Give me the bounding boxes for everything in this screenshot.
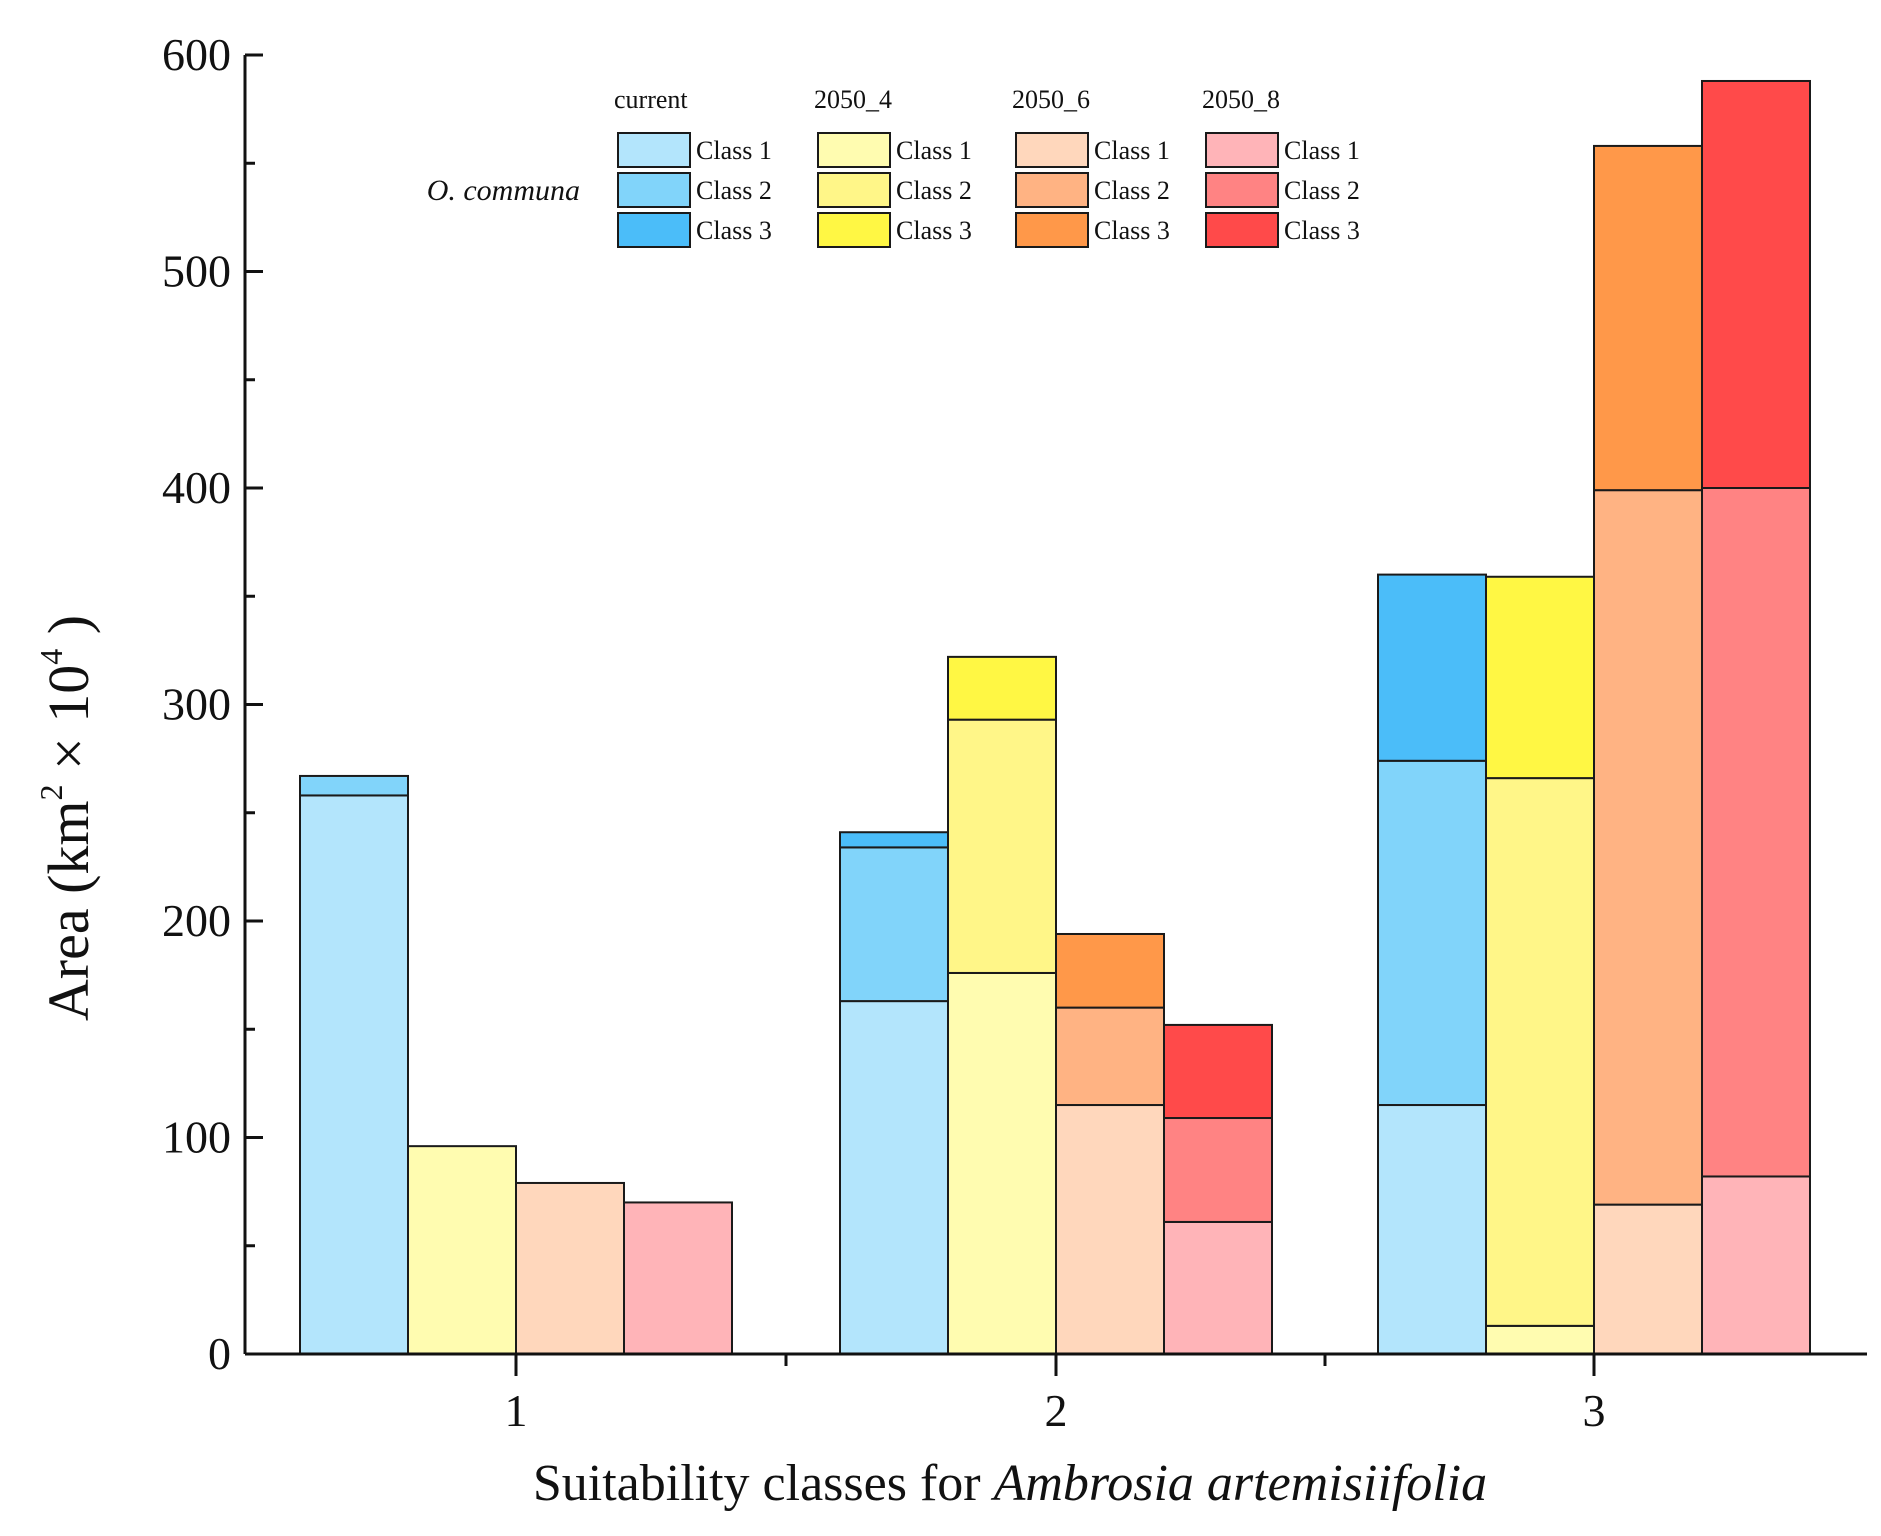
bar-segment-2050_6-cat1-class1 [515, 1181, 625, 1355]
bar-segment-current-cat1-class2 [299, 774, 409, 797]
bar-segment-2050_8-cat2-class1 [1163, 1220, 1273, 1356]
legend-swatch-2050_8-class2 [1205, 172, 1279, 208]
bar-segment-current-cat2-class2 [839, 846, 949, 1003]
x-axis-title-species: Ambrosia artemisiifolia [991, 1455, 1488, 1512]
legend-species-label: O. communa [427, 174, 580, 207]
legend-label-2050_6-class3: Class 3 [1094, 216, 1170, 245]
bar-segment-2050_6-cat3-class3 [1593, 144, 1703, 492]
bar-segment-2050_4-cat3-class1 [1485, 1324, 1595, 1355]
bar-segment-current-cat2-class1 [839, 1000, 949, 1355]
legend-label-current-class1: Class 1 [696, 136, 772, 165]
y-axis-title-sup-2: 4 [33, 649, 69, 665]
y-axis-title: Area (km2 × 104 ) [33, 615, 101, 1021]
legend-label-2050_4-class2: Class 2 [896, 176, 972, 205]
y-tick-label: 600 [162, 29, 231, 80]
y-tick-label: 300 [162, 679, 231, 730]
bar-segment-2050_4-cat2-class1 [947, 971, 1057, 1356]
legend-header-current: current [614, 85, 688, 114]
bar-segment-2050_6-cat2-class3 [1055, 932, 1165, 1009]
legend-header-2050_4: 2050_4 [814, 85, 892, 114]
bar-segment-current-cat1-class1 [299, 794, 409, 1355]
y-axis-title-sup-1: 2 [33, 784, 69, 800]
y-tick-label: 400 [162, 462, 231, 513]
bar-segment-2050_4-cat2-class3 [947, 655, 1057, 721]
bar-segment-2050_8-cat3-class2 [1701, 487, 1811, 1178]
legend-label-2050_8-class1: Class 1 [1284, 136, 1360, 165]
y-axis-title-mid: × 10 [36, 665, 101, 785]
y-tick-label: 500 [162, 246, 231, 297]
bar-segment-2050_6-cat2-class2 [1055, 1006, 1165, 1107]
legend-label-2050_4-class1: Class 1 [896, 136, 972, 165]
y-tick-label: 0 [208, 1328, 231, 1379]
x-tick-label: 3 [1583, 1385, 1606, 1436]
legend-header-2050_8: 2050_8 [1202, 85, 1280, 114]
axes-layer: 0 100 200 300 400 500 600 1 2 3 [162, 29, 1867, 1436]
legend-swatch-current-class2 [617, 172, 691, 208]
x-tick-label: 2 [1045, 1385, 1068, 1436]
legend-swatch-2050_6-class3 [1015, 212, 1089, 248]
y-axis-title-end: ) [36, 615, 101, 649]
legend-header-2050_6: 2050_6 [1012, 85, 1090, 114]
bar-segment-2050_6-cat3-class2 [1593, 489, 1703, 1206]
legend-swatch-2050_4-class2 [817, 172, 891, 208]
legend-swatch-2050_4-class1 [817, 132, 891, 168]
y-tick-label: 100 [162, 1112, 231, 1163]
legend-swatch-current-class1 [617, 132, 691, 168]
legend-label-2050_8-class2: Class 2 [1284, 176, 1360, 205]
y-tick-label: 200 [162, 895, 231, 946]
legend-label-current-class3: Class 3 [696, 216, 772, 245]
legend-label-current-class2: Class 2 [696, 176, 772, 205]
legend-label-2050_6-class1: Class 1 [1094, 136, 1170, 165]
legend-label-2050_4-class3: Class 3 [896, 216, 972, 245]
bar-segment-2050_8-cat2-class2 [1163, 1117, 1273, 1223]
bar-segment-2050_8-cat3-class1 [1701, 1175, 1811, 1355]
x-axis-title: Suitability classes for Ambrosia artemis… [533, 1455, 1487, 1512]
legend-swatch-2050_8-class3 [1205, 212, 1279, 248]
bars-layer [299, 79, 1811, 1356]
bar-segment-2050_4-cat3-class3 [1485, 575, 1595, 780]
bar-segment-current-cat3-class2 [1377, 759, 1487, 1107]
legend-label-2050_6-class2: Class 2 [1094, 176, 1170, 205]
legend-swatch-current-class3 [617, 212, 691, 248]
bar-segment-current-cat3-class3 [1377, 573, 1487, 762]
legend-swatch-2050_6-class1 [1015, 132, 1089, 168]
legend-swatch-2050_8-class1 [1205, 132, 1279, 168]
bar-segment-2050_4-cat1-class1 [407, 1145, 517, 1356]
bar-segment-2050_8-cat3-class3 [1701, 79, 1811, 489]
bar-segment-2050_4-cat3-class2 [1485, 777, 1595, 1327]
bar-segment-current-cat2-class3 [839, 831, 949, 849]
x-tick-label: 1 [505, 1385, 528, 1436]
bar-segment-2050_6-cat2-class1 [1055, 1104, 1165, 1356]
bar-segment-2050_4-cat2-class2 [947, 718, 1057, 974]
legend: O. communa current Class 1 Class 2 Class 3 20… [427, 85, 1360, 248]
y-axis-title-main: Area (km [36, 800, 101, 1021]
bar-segment-current-cat3-class1 [1377, 1104, 1487, 1356]
legend-swatch-2050_6-class2 [1015, 172, 1089, 208]
legend-swatch-2050_4-class3 [817, 212, 891, 248]
bar-segment-2050_8-cat1-class1 [623, 1201, 733, 1355]
bar-segment-2050_6-cat3-class1 [1593, 1203, 1703, 1355]
legend-label-2050_8-class3: Class 3 [1284, 216, 1360, 245]
x-axis-title-main: Suitability classes for [533, 1455, 994, 1512]
bar-segment-2050_8-cat2-class3 [1163, 1023, 1273, 1120]
